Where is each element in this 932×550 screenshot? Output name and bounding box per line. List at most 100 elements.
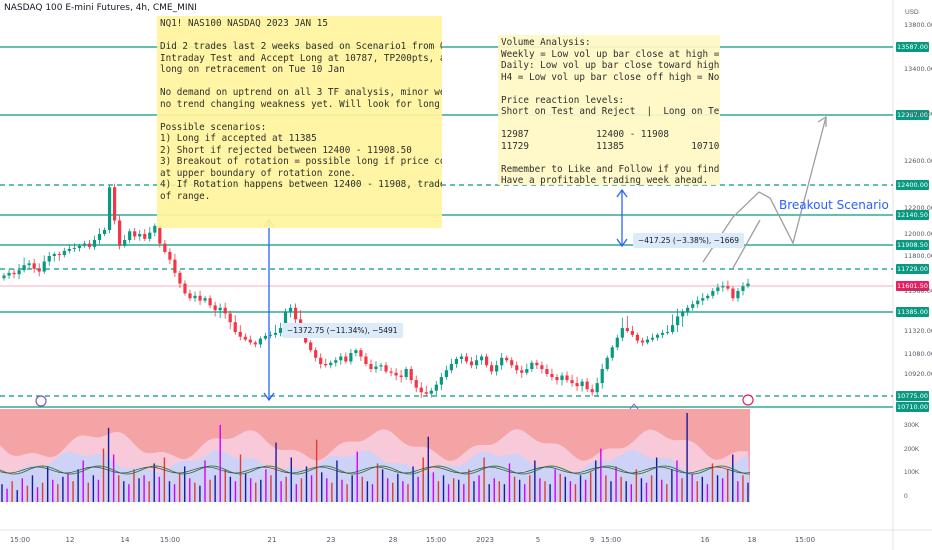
candle-body — [369, 364, 373, 369]
volume-bar — [16, 490, 18, 502]
candle-body — [37, 268, 41, 272]
candle-body — [112, 187, 117, 221]
volume-bar — [102, 448, 105, 502]
candle-body — [389, 371, 393, 373]
candle-body — [354, 350, 358, 354]
breakout-scenario-label[interactable]: Breakout Scenario — [779, 198, 889, 212]
candle-body — [17, 270, 21, 275]
volume-bar — [427, 436, 429, 502]
candle-body — [560, 375, 564, 381]
candle-body — [208, 298, 212, 306]
event-marker-icon — [35, 395, 47, 407]
volume-bar — [143, 475, 145, 502]
candle-body — [409, 369, 413, 381]
volume-bar — [554, 469, 556, 502]
volume-bar — [600, 448, 602, 502]
candle-body — [670, 325, 675, 332]
candle-body — [283, 311, 288, 329]
volume-bar — [681, 478, 683, 502]
candle-body — [696, 300, 700, 305]
volume-bar — [458, 479, 460, 502]
candle-body — [344, 356, 348, 362]
candle-body — [655, 334, 660, 338]
analysis-note-right[interactable]: Volume Analysis: Weekly = Low vol up bar… — [498, 35, 720, 185]
volume-bar — [463, 484, 465, 502]
volume-bar — [686, 413, 688, 502]
volume-bar — [442, 475, 445, 502]
y-tick-label: 11080.00 — [904, 350, 932, 358]
candle-body — [394, 372, 398, 376]
volume-bar — [148, 481, 150, 502]
candle-body — [645, 339, 650, 343]
candle-body — [198, 295, 202, 301]
volume-bar — [300, 478, 303, 502]
level-price-tag: 13587.00 — [896, 42, 929, 52]
candle-body — [575, 383, 579, 387]
candle-body — [590, 389, 594, 393]
candle-body — [429, 390, 433, 394]
candle-body — [324, 364, 328, 366]
analysis-note-left[interactable]: NQ1! NAS100 NASDAQ 2023 JAN 15 Did 2 tra… — [157, 16, 442, 228]
candle-body — [102, 229, 107, 234]
current-price-tag: 11601.50 — [896, 281, 929, 291]
volume-bar — [52, 479, 54, 502]
x-tick-label: 28 — [388, 536, 398, 544]
candle-body — [243, 336, 247, 340]
candle-body — [474, 360, 479, 366]
volume-bar — [310, 475, 313, 502]
candle-body — [123, 240, 127, 246]
candle-body — [203, 298, 207, 301]
volume-bar — [270, 475, 272, 502]
candle-body — [143, 234, 147, 239]
volume-bar — [661, 479, 663, 502]
candle-body — [706, 295, 710, 299]
candle-body — [741, 286, 745, 291]
volume-bar — [721, 478, 724, 502]
y-tick-label: 13400.00 — [904, 65, 932, 73]
candle-body — [454, 359, 459, 364]
candle-body — [168, 251, 172, 260]
volume-band-blue — [0, 450, 750, 502]
candle-body — [133, 231, 137, 237]
candle-body — [535, 362, 539, 366]
candle-body — [22, 265, 26, 271]
candle-body — [158, 225, 162, 244]
candle-body — [746, 283, 750, 287]
candle-body — [459, 356, 464, 359]
volume-bar — [468, 469, 470, 502]
candle-body — [32, 263, 36, 269]
volume-bar — [711, 463, 714, 502]
volume-bar — [402, 481, 404, 502]
candle-body — [630, 331, 634, 335]
volume-bar — [199, 485, 201, 502]
candle-body — [424, 392, 428, 394]
volume-bar — [82, 460, 84, 502]
candle-body — [128, 231, 132, 241]
volume-bar — [493, 478, 495, 502]
price-range-measure-2[interactable]: −417.25 (−3.38%), −1669 — [633, 233, 745, 248]
volume-bar — [138, 478, 140, 502]
candle-body — [731, 288, 735, 299]
candle-body — [515, 365, 519, 371]
x-tick-label: 9 — [589, 536, 595, 544]
volume-bar — [483, 457, 485, 502]
candle-body — [258, 338, 262, 345]
volume-bar — [168, 481, 171, 502]
volume-bar — [579, 475, 582, 502]
volume-bar — [336, 460, 338, 502]
x-tick-label: 15:00 — [9, 536, 31, 544]
volume-bar — [666, 484, 668, 502]
x-tick-label: 15:00 — [794, 536, 816, 544]
candle-body — [223, 307, 227, 314]
candle-body — [364, 356, 368, 364]
volume-bar — [57, 484, 59, 502]
y-tick-label: 13000.00 — [904, 109, 932, 118]
volume-bar — [183, 466, 186, 502]
volume-bar — [112, 454, 115, 502]
volume-bar — [559, 473, 561, 502]
volume-bar — [315, 439, 318, 502]
price-range-measure-1[interactable]: −1372.75 (−11.34%), −5491 — [282, 323, 403, 338]
volume-bar — [605, 475, 607, 502]
candle-body — [490, 365, 494, 372]
